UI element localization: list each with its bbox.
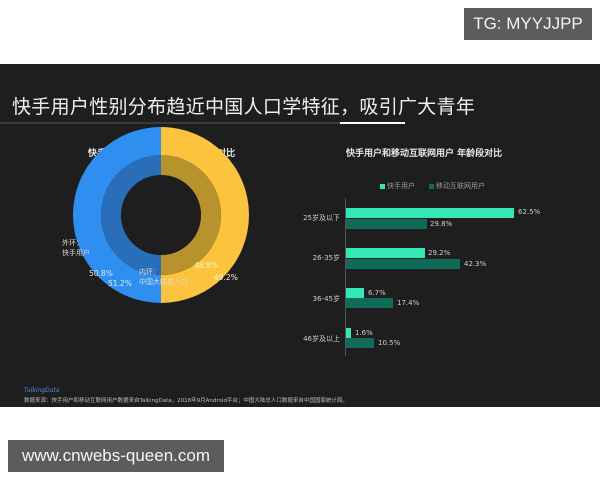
outer-ring-label: 外环： 快手用户 [62,239,90,257]
gender-donut-chart [73,127,249,303]
value-kuaishou-26-35: 29.2% [428,249,451,257]
inner-ring [101,155,221,275]
value-mobile-36-45: 17.4% [397,299,420,307]
category-label-26-35: 26-35岁 [312,254,340,262]
outer-female-value: 49.2% [214,273,238,282]
title-divider [0,122,340,124]
value-kuaishou-46-plus: 1.6% [355,329,373,337]
slide-title: 快手用户性别分布趋近中国人口学特征，吸引广大青年 [12,96,476,118]
bar-mobile-26-35 [346,259,460,269]
inner-male-segment [101,155,161,275]
outer-male-value: 50.8% [89,269,113,278]
inner-male-value: 51.2% [108,279,132,288]
watermark-top: TG: MYYJJPP [464,8,592,40]
inner-female-segment [161,155,221,275]
legend-swatch-mobile [429,183,434,189]
bar-mobile-46-plus [346,338,374,348]
value-mobile-26-35: 42.3% [464,260,487,268]
legend-mobile: 移动互联网用户 [429,181,485,191]
watermark-bottom: www.cnwebs-queen.com [8,440,224,472]
inner-female-value: 48.8% [194,261,218,270]
donut-hole [121,175,201,255]
value-kuaishou-under-25: 62.5% [518,208,541,216]
bar-kuaishou-36-45 [346,288,364,298]
bar-mobile-under-25 [346,219,427,229]
bar-kuaishou-46-plus [346,328,351,338]
title-divider-accent [340,122,405,124]
category-label-36-45: 36-45岁 [312,295,340,303]
legend-swatch-kuaishou [380,183,385,189]
value-mobile-under-25: 29.8% [430,220,453,228]
value-mobile-46-plus: 10.5% [378,339,401,347]
bar-kuaishou-26-35 [346,248,425,258]
y-axis-line [345,198,346,356]
category-label-46-plus: 46岁及以上 [303,335,340,343]
bar-mobile-36-45 [346,298,393,308]
age-chart-title: 快手用户和移动互联网用户 年龄段对比 [346,149,503,159]
value-kuaishou-36-45: 6.7% [368,289,386,297]
age-legend: 快手用户 移动互联网用户 [380,181,485,191]
outer-male-segment [73,127,161,303]
bar-kuaishou-under-25 [346,208,514,218]
outer-ring [73,127,249,303]
legend-kuaishou: 快手用户 [380,181,415,191]
outer-female-segment [161,127,249,303]
category-label-under-25: 25岁及以下 [303,214,340,222]
inner-ring-label: 内环： 中国大陆总人口 [139,268,188,286]
